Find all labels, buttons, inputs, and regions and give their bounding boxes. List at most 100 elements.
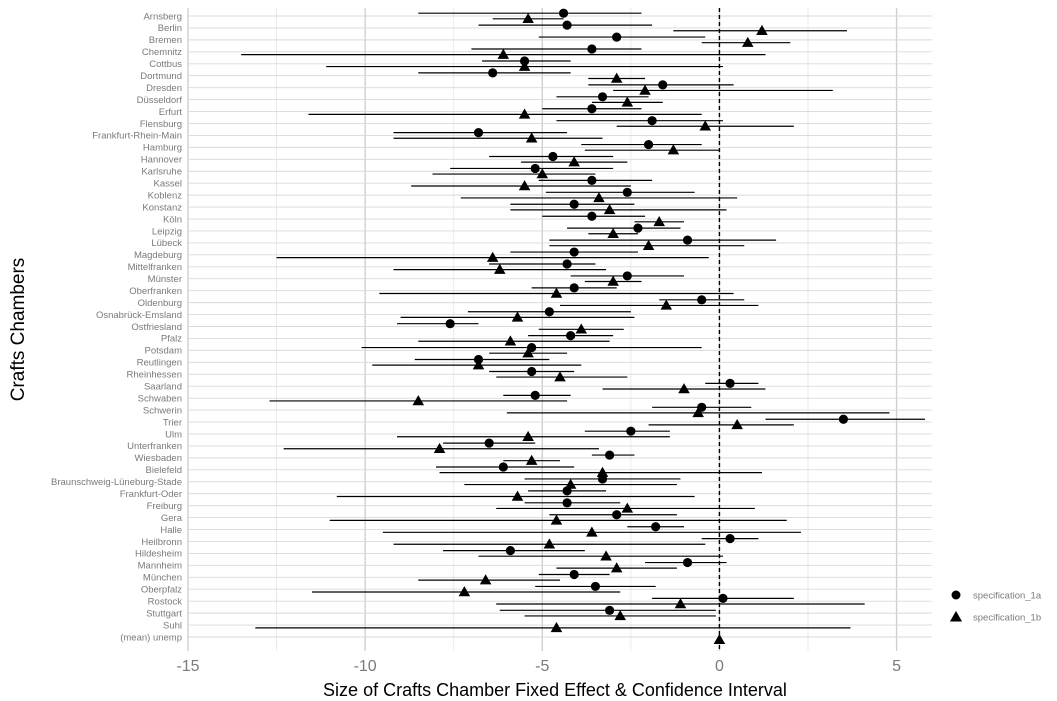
legend-label-specification-1a: specification_1a bbox=[973, 591, 1042, 602]
y-tick-label: Mittelfranken bbox=[128, 262, 182, 273]
y-tick-label: Dortmund bbox=[140, 71, 182, 82]
point-triangle bbox=[699, 120, 712, 131]
point-triangle bbox=[621, 96, 634, 107]
y-tick-label: Leipzig bbox=[152, 226, 182, 237]
y-tick-label: Hamburg bbox=[143, 143, 182, 154]
y-tick-label: Düsseldorf bbox=[137, 95, 183, 106]
point-circle bbox=[488, 68, 498, 78]
point-triangle bbox=[486, 251, 499, 262]
y-tick-label: Braunschweig-Lüneburg-Stade bbox=[51, 477, 182, 488]
y-tick-label: Flensburg bbox=[140, 119, 182, 130]
y-tick-label: Suhl bbox=[163, 620, 182, 631]
point-triangle bbox=[586, 526, 598, 537]
point-triangle bbox=[614, 610, 627, 621]
x-tick-label: -15 bbox=[176, 658, 199, 675]
y-tick-label: Chemnitz bbox=[142, 47, 182, 58]
y-tick-label: Unterfranken bbox=[127, 441, 182, 452]
point-triangle bbox=[674, 598, 687, 609]
point-triangle bbox=[518, 180, 531, 191]
y-tick-label: Pfalz bbox=[161, 334, 182, 345]
x-tick-label: -5 bbox=[535, 658, 549, 675]
point-triangle bbox=[642, 239, 655, 250]
point-triangle bbox=[667, 144, 680, 155]
point-circle bbox=[597, 92, 608, 102]
y-tick-label: Oberpfalz bbox=[141, 585, 182, 596]
point-triangle bbox=[607, 227, 619, 239]
y-tick-label: Rheinhessen bbox=[127, 370, 182, 381]
point-circle bbox=[562, 498, 572, 508]
point-triangle bbox=[522, 12, 534, 24]
point-triangle bbox=[568, 156, 580, 167]
point-circle bbox=[622, 187, 632, 197]
y-tick-label: Karlsruhe bbox=[141, 167, 182, 178]
point-circle bbox=[530, 390, 540, 400]
point-triangle bbox=[550, 621, 563, 633]
y-tick-label: Reutlingen bbox=[137, 358, 182, 369]
point-circle bbox=[633, 223, 643, 233]
point-triangle bbox=[621, 502, 634, 513]
y-tick-label: Kassel bbox=[153, 178, 182, 189]
point-circle bbox=[562, 20, 572, 30]
point-circle bbox=[484, 438, 494, 448]
y-tick-label: Frankfurt-Oder bbox=[120, 489, 182, 500]
point-circle bbox=[725, 534, 735, 544]
y-tick-label: Hildesheim bbox=[135, 549, 182, 560]
y-tick-label: Mannheim bbox=[138, 561, 182, 572]
y-axis-title: Crafts Chambers bbox=[8, 258, 29, 402]
y-tick-label: Schwaben bbox=[138, 393, 182, 404]
point-triangle bbox=[653, 215, 665, 227]
y-tick-label: Erfurt bbox=[159, 107, 183, 118]
point-triangle bbox=[536, 168, 549, 179]
legend-triangle-icon bbox=[949, 610, 963, 622]
y-tick-label: Trier bbox=[163, 417, 182, 428]
point-circle bbox=[548, 151, 558, 162]
point-circle bbox=[562, 259, 572, 269]
y-tick-label: Lübeck bbox=[151, 238, 182, 249]
point-triangle bbox=[713, 633, 726, 645]
point-circle bbox=[558, 8, 569, 18]
y-tick-label: Koblenz bbox=[148, 190, 183, 201]
y-tick-label: Bielefeld bbox=[146, 465, 182, 476]
point-triangle bbox=[522, 347, 534, 358]
point-triangle bbox=[678, 383, 690, 394]
point-circle bbox=[569, 199, 579, 209]
point-circle bbox=[445, 319, 455, 329]
point-triangle bbox=[518, 108, 531, 119]
point-circle bbox=[647, 116, 657, 126]
y-tick-label: Konstanz bbox=[142, 202, 182, 213]
point-circle bbox=[473, 128, 484, 138]
y-tick-label: Saarland bbox=[144, 382, 182, 393]
point-triangle bbox=[593, 192, 605, 203]
point-triangle bbox=[525, 454, 538, 465]
y-tick-label: Bremen bbox=[149, 35, 182, 46]
point-triangle bbox=[660, 299, 673, 310]
point-triangle bbox=[497, 48, 510, 59]
point-triangle bbox=[472, 359, 485, 370]
y-tick-label: Oberfranken bbox=[129, 286, 182, 297]
point-triangle bbox=[550, 514, 563, 525]
point-triangle bbox=[479, 574, 492, 585]
point-triangle bbox=[600, 550, 612, 561]
point-triangle bbox=[412, 395, 425, 406]
y-tick-label: Frankfurt-Rhein-Main bbox=[92, 131, 182, 142]
y-tick-label: Köln bbox=[163, 214, 182, 225]
point-triangle bbox=[756, 24, 768, 35]
point-circle bbox=[587, 211, 597, 221]
legend-circle-icon bbox=[951, 590, 961, 600]
point-triangle bbox=[518, 60, 531, 71]
point-circle bbox=[505, 546, 515, 556]
y-tick-label: Berlin bbox=[158, 23, 182, 34]
point-circle bbox=[622, 271, 632, 281]
point-triangle bbox=[543, 538, 556, 549]
point-circle bbox=[605, 450, 615, 460]
y-tick-label: Magdeburg bbox=[134, 250, 182, 261]
point-circle bbox=[643, 139, 654, 150]
y-tick-label: (mean) unemp bbox=[120, 632, 182, 643]
point-circle bbox=[651, 522, 661, 532]
point-triangle bbox=[596, 466, 609, 477]
y-tick-label: Münster bbox=[148, 274, 182, 285]
point-circle bbox=[587, 44, 597, 54]
point-triangle bbox=[525, 132, 538, 143]
y-tick-label: Oldenburg bbox=[138, 298, 182, 309]
